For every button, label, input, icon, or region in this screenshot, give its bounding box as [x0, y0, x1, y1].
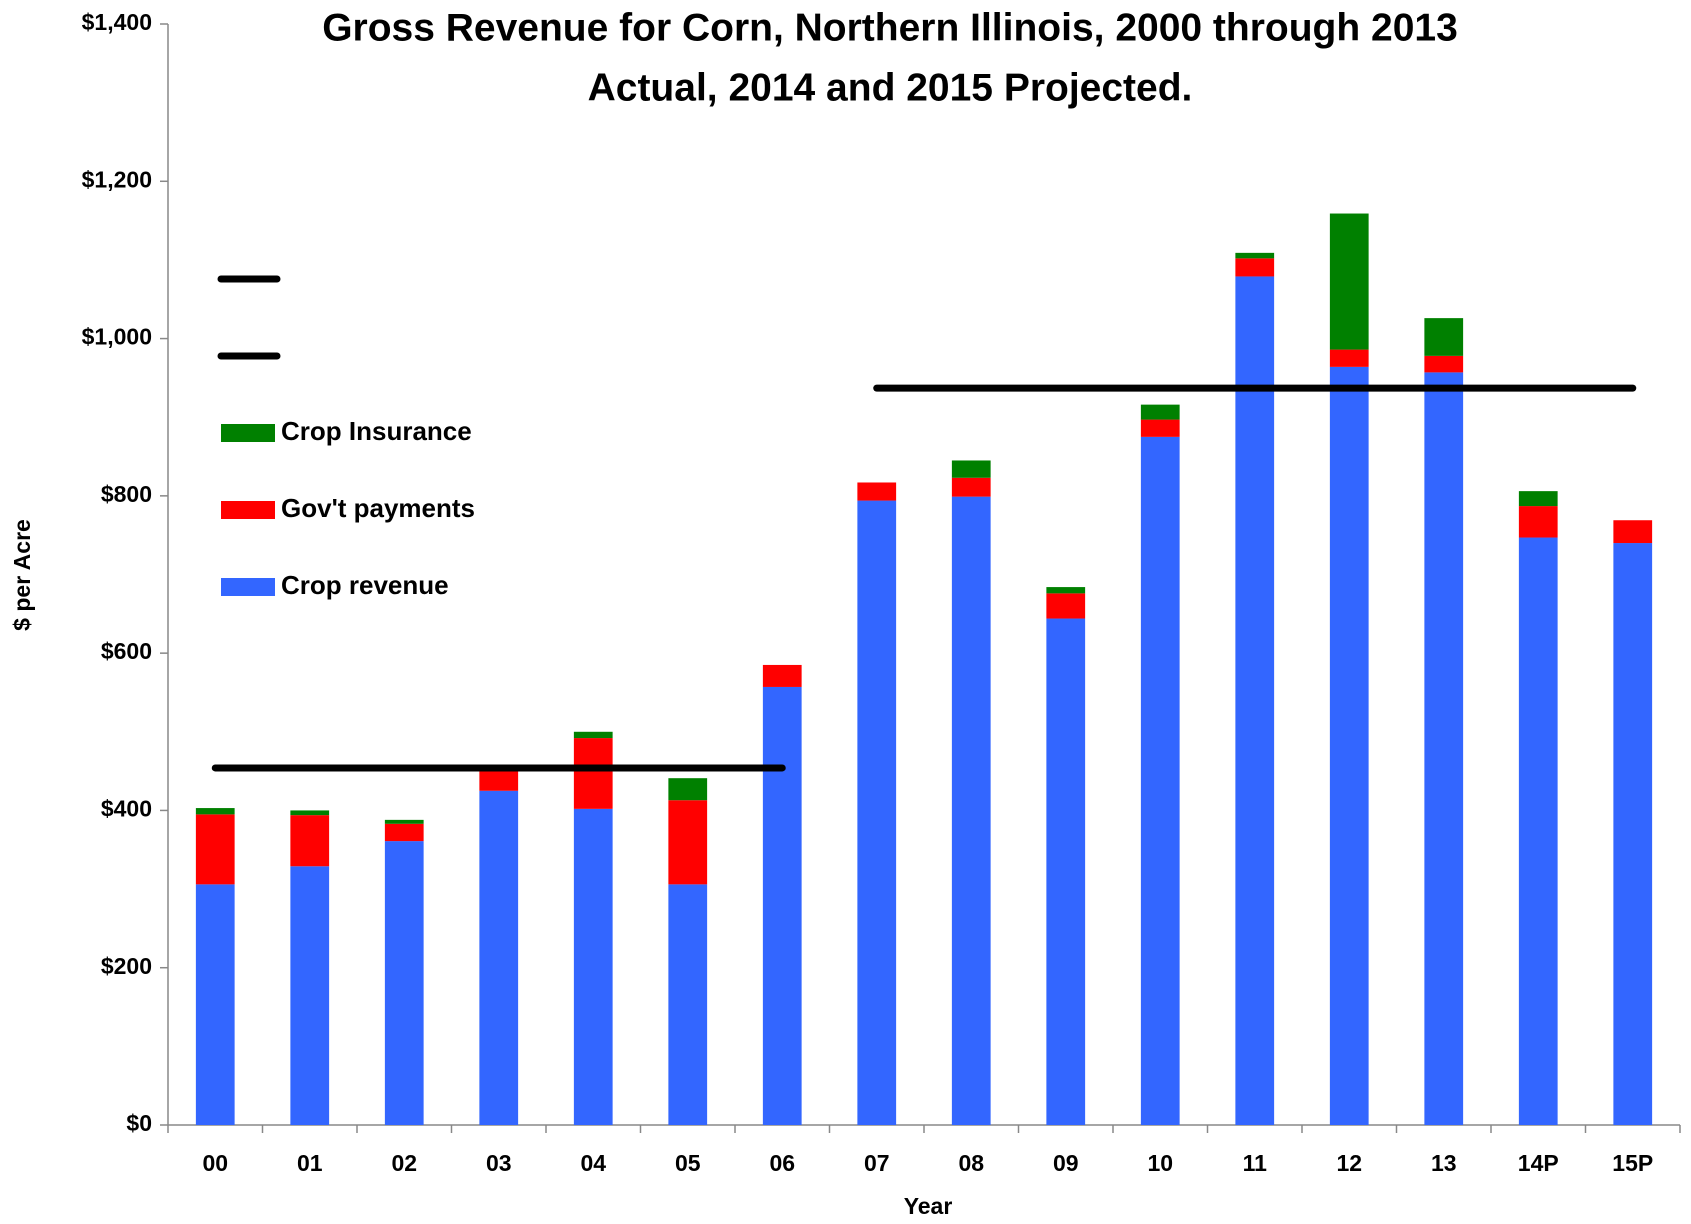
bar-segment: [951, 460, 991, 478]
x-tick-label: 04: [580, 1150, 606, 1176]
x-tick-label: 00: [202, 1150, 228, 1176]
bar-segment: [857, 482, 897, 501]
bar-segment: [1518, 506, 1558, 538]
legend-swatch: [221, 424, 275, 442]
bar-segment: [1424, 355, 1464, 373]
x-tick-label: 11: [1243, 1150, 1268, 1176]
bar-segment: [1329, 366, 1369, 1126]
x-tick-label: 03: [486, 1150, 512, 1176]
bar-segment: [668, 884, 708, 1125]
bar-segment: [1613, 543, 1653, 1125]
bar-segment: [1046, 593, 1086, 619]
bar-segment: [1140, 404, 1180, 420]
bar-segment: [1140, 436, 1180, 1125]
x-tick-label: 01: [297, 1150, 323, 1176]
bar-segment: [1140, 419, 1180, 437]
bar-segment: [1329, 349, 1369, 367]
x-tick-label: 10: [1147, 1150, 1173, 1176]
legend-swatch: [221, 578, 275, 596]
bar-segment: [1518, 491, 1558, 507]
chart-title: Gross Revenue for Corn, Northern Illinoi…: [322, 6, 1458, 49]
bar-segment: [668, 800, 708, 885]
bar-segment: [1329, 213, 1369, 350]
bar-segment: [195, 884, 235, 1125]
bar-segment: [857, 500, 897, 1126]
bar-segment: [762, 686, 802, 1125]
y-tick-label: $200: [101, 953, 152, 979]
bar-segment: [290, 815, 330, 867]
bar-segment: [1424, 372, 1464, 1126]
bar-segment: [290, 866, 330, 1125]
bar-segment: [1235, 252, 1275, 259]
legend-swatch: [221, 501, 275, 519]
bar-segment: [1235, 276, 1275, 1125]
y-axis-label: $ per Acre: [9, 519, 35, 631]
x-axis-label: Year: [904, 1193, 953, 1219]
bar-segment: [573, 731, 613, 739]
bar-segment: [384, 823, 424, 842]
x-tick-label: 15P: [1612, 1150, 1653, 1176]
bar-segment: [1235, 258, 1275, 277]
bar-segment: [384, 819, 424, 824]
bar-segment: [951, 496, 991, 1126]
x-tick-label: 07: [864, 1150, 890, 1176]
legend-label: Crop Insurance: [281, 416, 472, 446]
bar-segment: [668, 778, 708, 801]
bar-segment: [1046, 618, 1086, 1125]
y-tick-label: $1,400: [82, 9, 152, 35]
bar-segment: [573, 738, 613, 809]
x-tick-label: 05: [675, 1150, 701, 1176]
x-tick-label: 13: [1431, 1150, 1457, 1176]
bar-segment: [762, 664, 802, 687]
bar-segment: [384, 841, 424, 1125]
bar-segment: [1518, 537, 1558, 1125]
chart-title: Actual, 2014 and 2015 Projected.: [588, 66, 1193, 109]
x-tick-label: 09: [1053, 1150, 1079, 1176]
bar-segment: [479, 767, 519, 791]
bar-segment: [290, 810, 330, 816]
x-tick-label: 06: [769, 1150, 795, 1176]
bar-segment: [951, 477, 991, 497]
y-tick-label: $400: [101, 796, 152, 822]
y-tick-label: $1,000: [82, 324, 152, 350]
legend-label: Gov't payments: [281, 493, 475, 523]
bar-segment: [573, 808, 613, 1125]
y-tick-label: $800: [101, 481, 152, 507]
legend-label: Crop revenue: [281, 570, 449, 600]
x-tick-label: 02: [391, 1150, 417, 1176]
bar-segment: [1046, 587, 1086, 594]
bar-segment: [1424, 318, 1464, 356]
bar-segment: [479, 790, 519, 1125]
bar-segment: [1613, 520, 1653, 544]
x-tick-label: 08: [958, 1150, 984, 1176]
y-tick-label: $0: [126, 1110, 152, 1136]
y-tick-label: $600: [101, 638, 152, 664]
bar-segment: [195, 814, 235, 885]
y-tick-label: $1,200: [82, 166, 152, 192]
x-tick-label: 12: [1336, 1150, 1362, 1176]
bar-segment: [195, 808, 235, 815]
x-tick-label: 14P: [1518, 1150, 1559, 1176]
